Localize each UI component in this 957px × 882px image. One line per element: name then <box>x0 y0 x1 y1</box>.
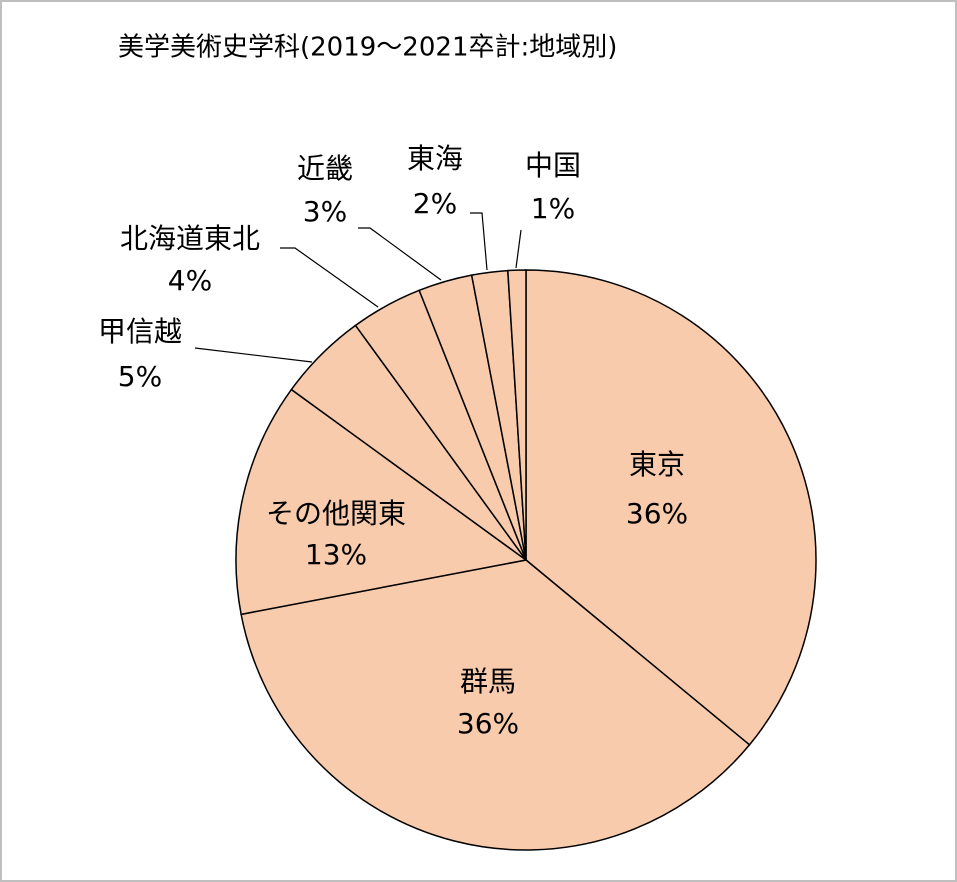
pie-slice <box>506 269 527 561</box>
leader-line <box>515 229 522 269</box>
slice-category-label: 甲信越 <box>98 315 182 348</box>
slice-value-label: 2% <box>413 187 457 220</box>
slice-category-label: 北海道東北 <box>120 222 260 255</box>
slice-value-label: 36% <box>626 497 688 530</box>
pie-slice <box>240 559 751 851</box>
leader-line <box>194 347 313 363</box>
slice-category-label: 中国 <box>525 149 581 182</box>
slice-category-label: 東京 <box>629 448 685 481</box>
slice-value-label: 3% <box>303 195 347 228</box>
slice-value-label: 4% <box>168 264 212 297</box>
slice-category-label: その他関東 <box>266 497 406 530</box>
slice-category-label: 群馬 <box>460 665 516 698</box>
leader-line <box>470 212 488 271</box>
leader-line <box>358 227 442 281</box>
pie-slice <box>525 269 817 746</box>
chart-title: 美学美術史学科(2019〜2021卒計:地域別) <box>118 33 617 63</box>
slice-category-label: 近畿 <box>297 152 353 185</box>
slice-value-label: 36% <box>457 707 519 740</box>
leader-line <box>280 247 379 308</box>
slice-value-label: 5% <box>118 360 162 393</box>
pie-slice <box>235 388 528 616</box>
slice-value-label: 1% <box>531 192 575 225</box>
slice-value-label: 13% <box>305 538 367 571</box>
slice-category-label: 東海 <box>407 142 463 175</box>
